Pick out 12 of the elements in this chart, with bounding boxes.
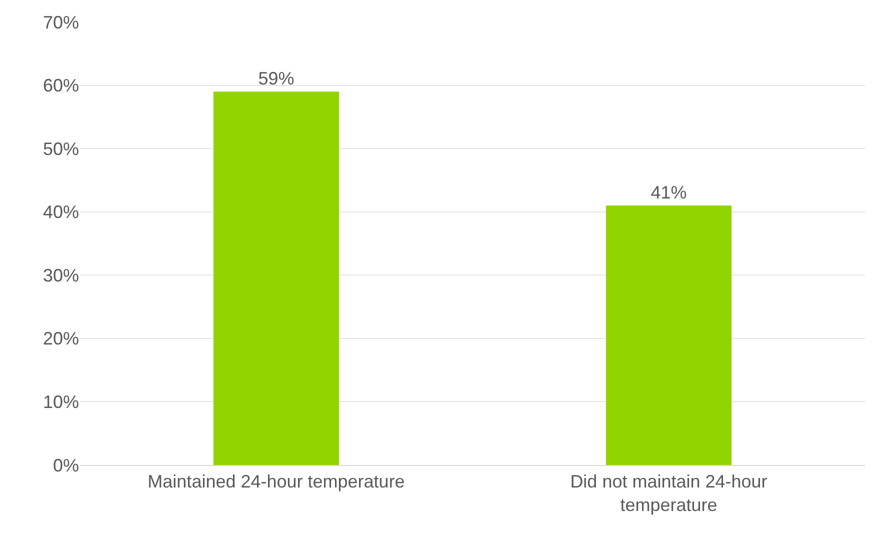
y-tick-label: 20%: [42, 328, 79, 349]
x-tick-label: Maintained 24-hour temperature: [148, 472, 405, 492]
y-tick-label: 60%: [42, 76, 79, 96]
y-tick-label: 30%: [42, 265, 79, 286]
data-label: 59%: [258, 68, 294, 89]
y-tick-label: 40%: [42, 202, 79, 222]
x-tick-label: Did not maintain 24-hour temperature: [570, 472, 768, 515]
y-tick-label: 10%: [42, 392, 79, 412]
y-tick-label: 0%: [52, 455, 79, 476]
data-label: 41%: [650, 182, 687, 203]
y-tick-label: 70%: [42, 12, 79, 32]
y-tick-label: 50%: [42, 138, 79, 159]
